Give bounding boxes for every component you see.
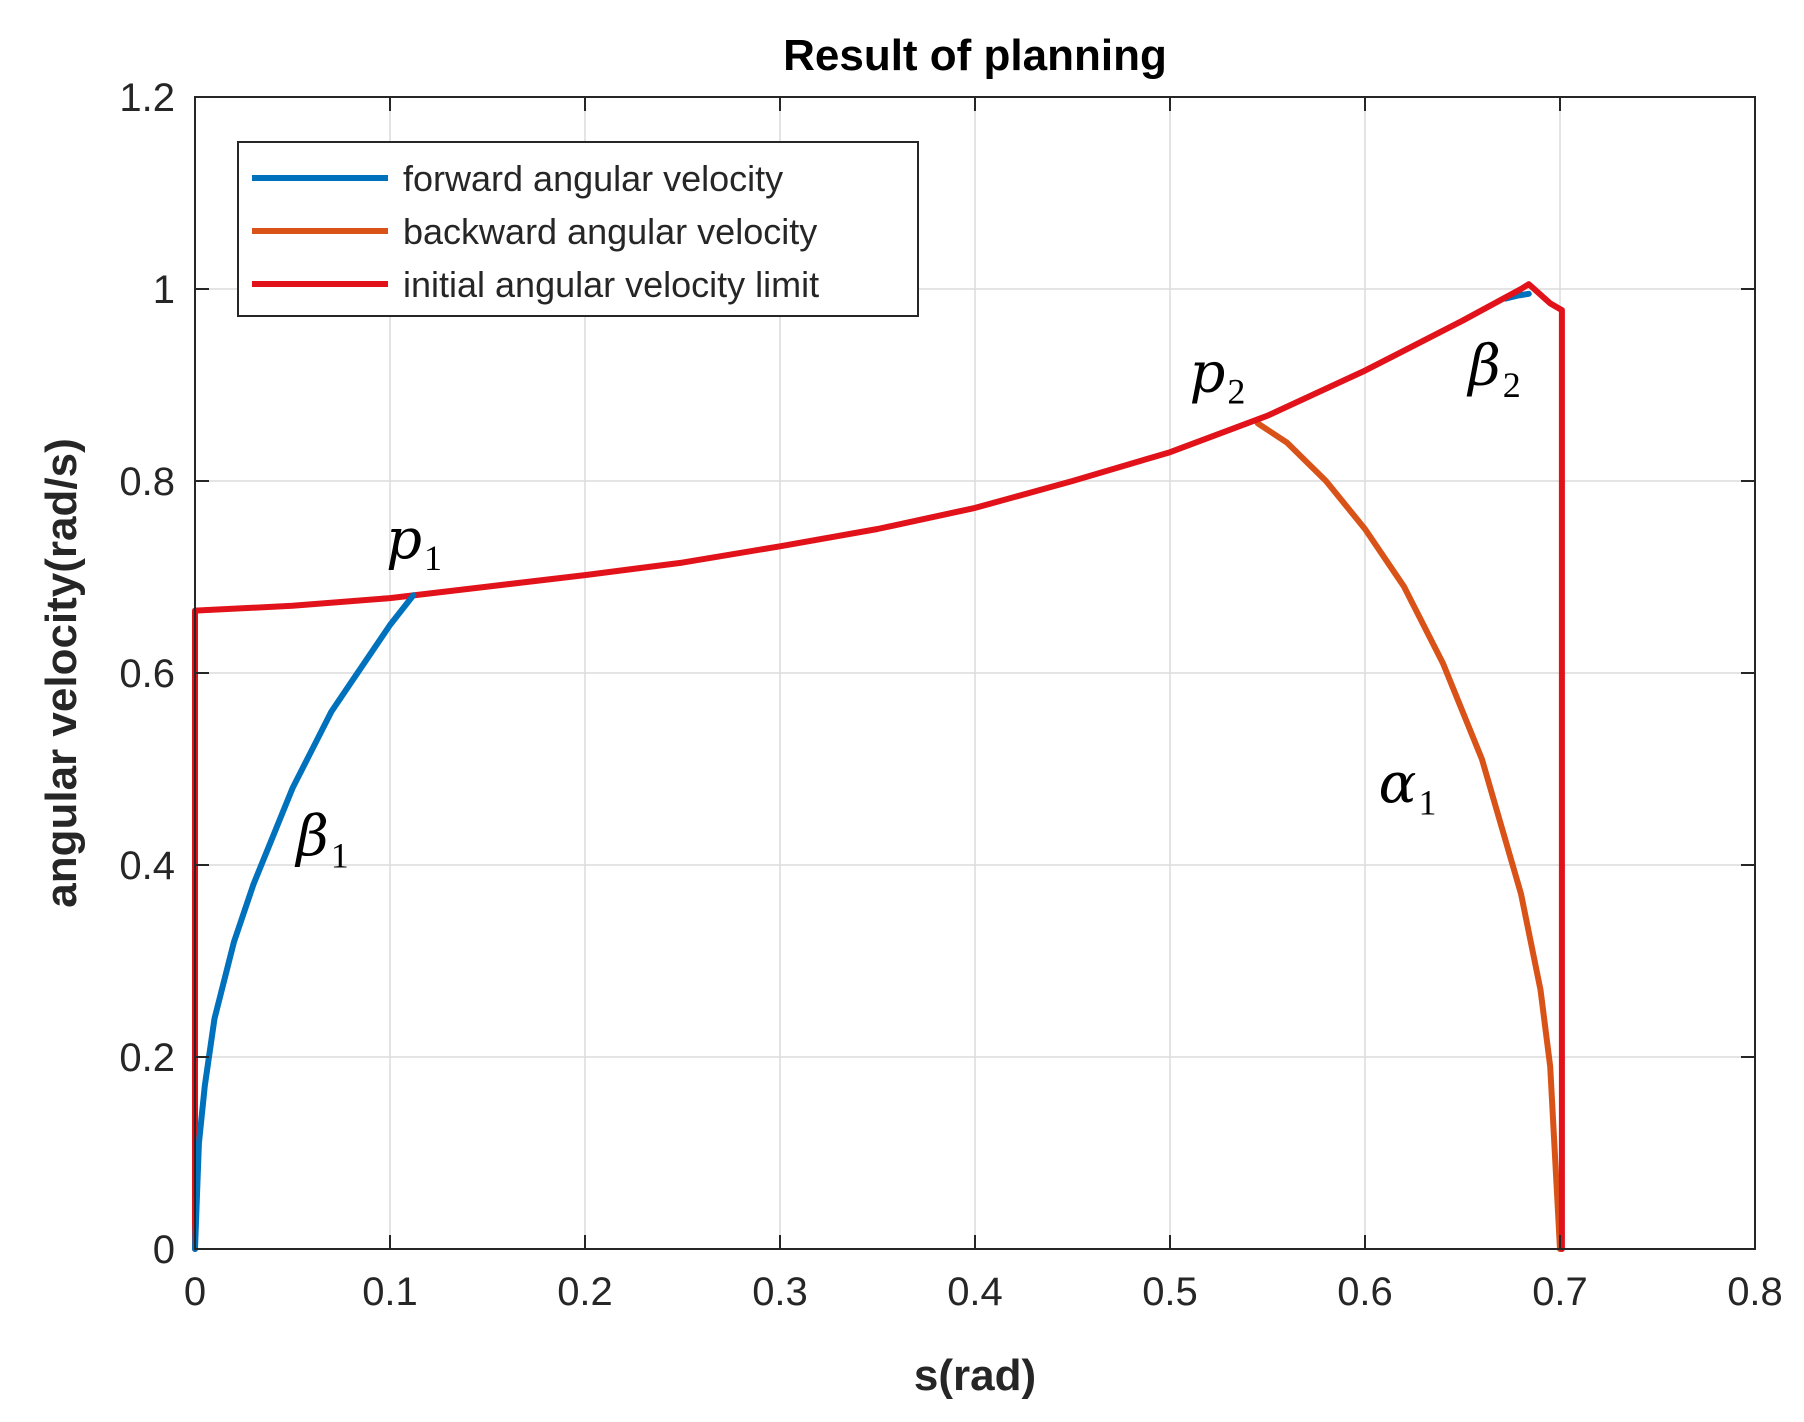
y-axis-label: angular velocity(rad/s) [37,438,86,907]
x-tick-label: 0.3 [752,1270,808,1314]
y-tick-label: 0.2 [119,1036,175,1080]
x-tick-label: 0.1 [362,1270,418,1314]
annotation-subscript: 1 [424,538,442,578]
ticks [194,96,1756,1250]
annotation-symbol: β [1466,334,1500,399]
series-line-backward-angular-velocity [1254,420,1563,1252]
x-tick-label: 0.6 [1337,1270,1393,1314]
annotation-subscript: 2 [1503,365,1521,405]
y-tick-label: 0.8 [119,460,175,504]
x-tick-label: 0.4 [947,1270,1003,1314]
legend-label: initial angular velocity limit [403,264,819,305]
series-lines [192,281,1565,1252]
legend: forward angular velocity backward angular… [237,141,919,317]
annotation-label: p2 [1190,341,1246,412]
annotation-symbol: β [294,804,328,869]
y-tick-label: 0 [153,1228,175,1272]
legend-label: backward angular velocity [403,211,817,252]
x-axis-label: s(rad) [914,1351,1036,1400]
annotation-label: β2 [1466,334,1520,405]
legend-label: forward angular velocity [403,158,783,199]
annotation-label: α1 [1379,752,1437,823]
annotation-symbol: p [386,507,422,572]
series-line-forward-angular-velocity [192,592,417,1252]
x-tick-label: 0.2 [557,1270,613,1314]
x-tick-label: 0.7 [1532,1270,1588,1314]
annotation-subscript: 2 [1227,372,1245,412]
x-tick-label: 0 [184,1270,206,1314]
y-tick-label: 1 [153,268,175,312]
annotation-symbol: p [1190,341,1226,406]
annotation-label: p1 [386,507,442,578]
y-tick-label: 1.2 [119,76,175,120]
annotation-subscript: 1 [331,835,349,875]
y-tick-label: 0.4 [119,844,175,888]
chart-title: Result of planning [783,31,1167,80]
y-tick-labels: 0 0.2 0.4 0.6 0.8 1 1.2 [119,76,175,1272]
x-tick-labels: 0 0.1 0.2 0.3 0.4 0.5 0.6 0.7 0.8 [184,1270,1783,1314]
y-tick-label: 0.6 [119,652,175,696]
annotation-label: β1 [294,804,348,875]
x-tick-label: 0.8 [1727,1270,1783,1314]
series-line-initial-angular-velocity-limit [192,281,1565,1252]
x-tick-label: 0.5 [1142,1270,1198,1314]
annotation-symbol: α [1379,752,1417,817]
annotation-subscript: 1 [1418,783,1436,823]
